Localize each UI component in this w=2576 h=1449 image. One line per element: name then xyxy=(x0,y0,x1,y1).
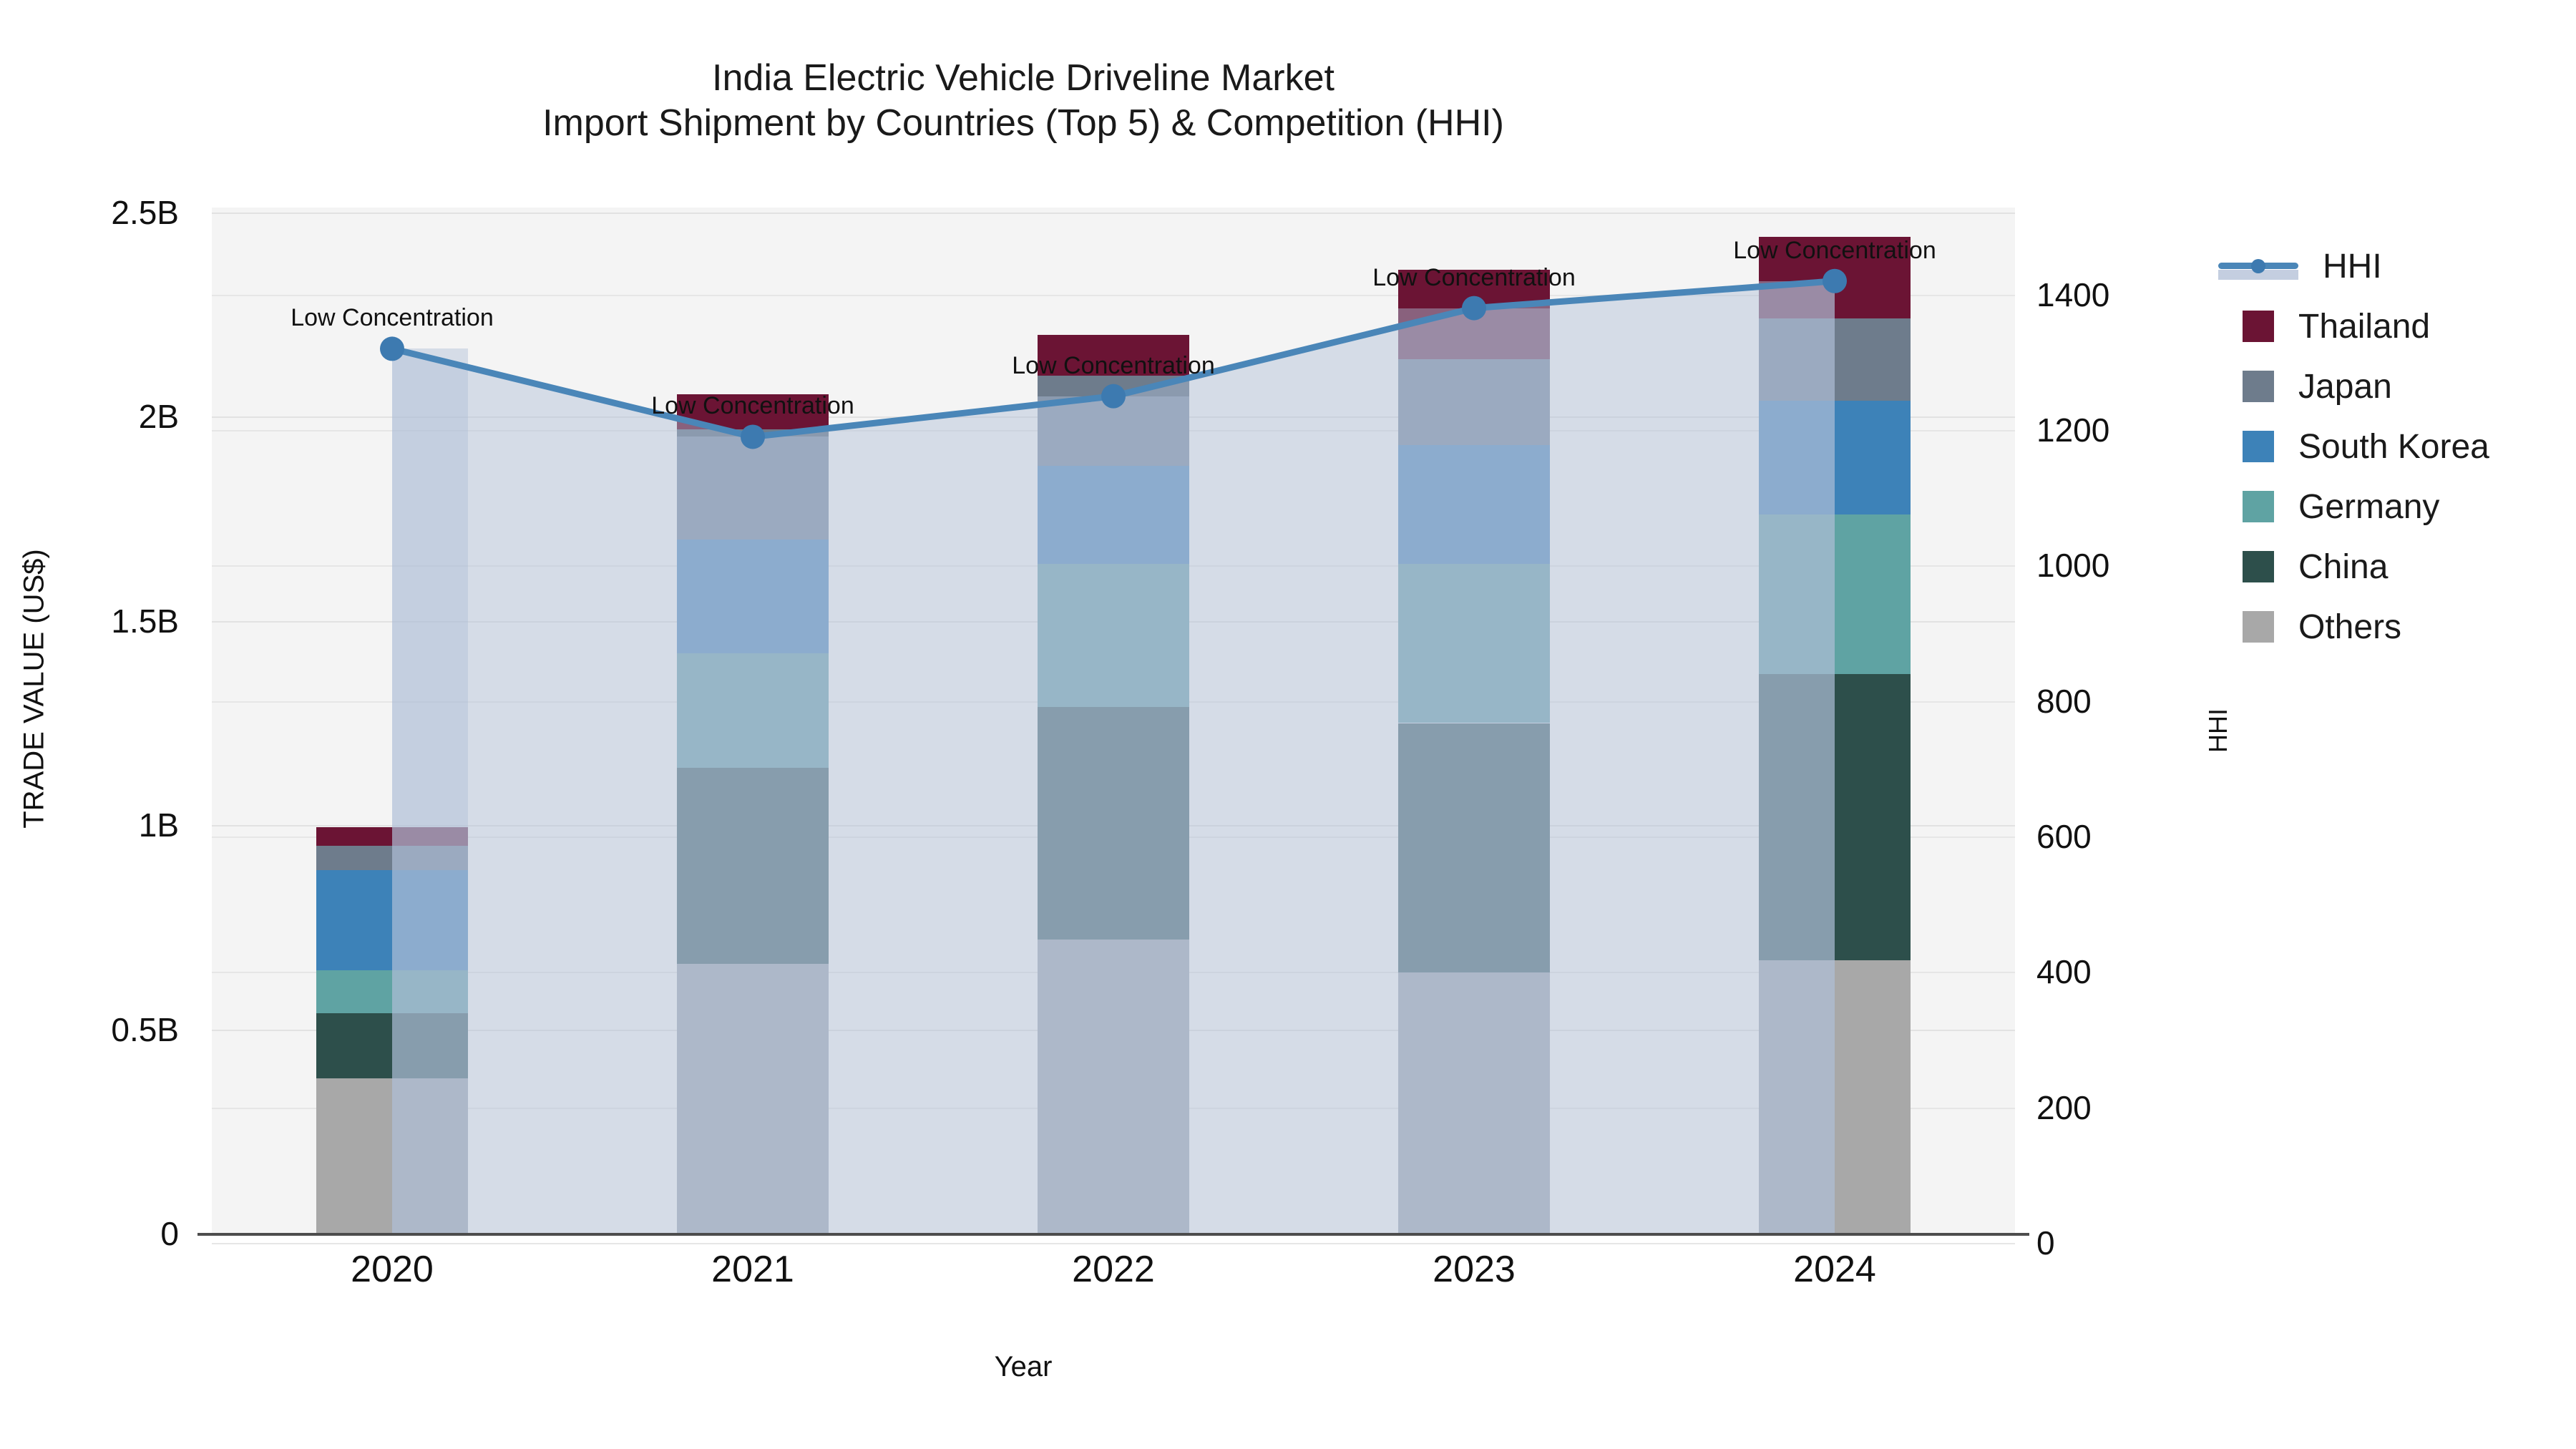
bar-segment-germany[interactable] xyxy=(316,970,468,1013)
legend-item-label: HHI xyxy=(2323,247,2382,286)
bar-segment-others[interactable] xyxy=(1038,940,1189,1234)
legend-item-china[interactable]: China xyxy=(2218,537,2489,597)
x-tick-2020: 2020 xyxy=(351,1249,434,1290)
legend-item-others[interactable]: Others xyxy=(2218,597,2489,657)
bar-segment-south-korea[interactable] xyxy=(1398,445,1550,564)
chart-title: India Electric Vehicle Driveline Market … xyxy=(0,56,2046,147)
bar-segment-japan[interactable] xyxy=(1759,318,1911,401)
bar-segment-china[interactable] xyxy=(1398,723,1550,972)
hhi-area-fill xyxy=(392,280,1835,1234)
legend-item-label: Thailand xyxy=(2298,307,2431,346)
x-tick-2023: 2023 xyxy=(1433,1249,1516,1290)
y-tick-right: 1000 xyxy=(2036,547,2110,585)
legend-item-label: China xyxy=(2298,547,2389,586)
bar-segment-south-korea[interactable] xyxy=(677,539,829,654)
legend-color-swatch xyxy=(2243,491,2274,522)
bar-segment-china[interactable] xyxy=(1038,706,1189,940)
x-axis-title: Year xyxy=(994,1351,1053,1382)
y-tick-left: 2.5B xyxy=(111,194,179,231)
bar-segment-japan[interactable] xyxy=(316,845,468,870)
y-tick-left: 1B xyxy=(138,806,179,844)
hhi-annotation-2023: Low Concentration xyxy=(1372,263,1576,291)
legend-color-swatch xyxy=(2243,311,2274,342)
y-tick-right: 1400 xyxy=(2036,275,2110,313)
y-tick-right: 800 xyxy=(2036,682,2092,720)
legend-item-germany[interactable]: Germany xyxy=(2218,477,2489,537)
bar-segment-china[interactable] xyxy=(316,1013,468,1079)
legend-item-label: South Korea xyxy=(2298,427,2489,466)
y-tick-left: 0 xyxy=(160,1215,179,1252)
bar-segment-others[interactable] xyxy=(677,964,829,1234)
bar-segment-china[interactable] xyxy=(677,768,829,965)
y-tick-right: 400 xyxy=(2036,953,2092,991)
y-tick-left: 0.5B xyxy=(111,1010,179,1048)
legend-item-label: Japan xyxy=(2298,367,2392,406)
legend-color-swatch xyxy=(2243,371,2274,402)
bar-segment-thailand[interactable] xyxy=(316,827,468,846)
chart-legend: HHI Thailand Japan South Korea Germany China O… xyxy=(2218,236,2489,657)
y-axis-right-ticks: 0 200 400 600 800 1000 1200 1400 xyxy=(2036,0,2223,1449)
legend-item-label: Germany xyxy=(2298,487,2440,526)
gridline-right xyxy=(212,1243,2015,1244)
hhi-annotation-2024: Low Concentration xyxy=(1733,236,1936,264)
hhi-annotation-2020: Low Concentration xyxy=(291,304,494,332)
legend-area-swatch xyxy=(2218,270,2298,280)
legend-color-swatch xyxy=(2243,431,2274,462)
legend-point-swatch xyxy=(2251,259,2265,273)
y-axis-right-title: HHI xyxy=(2203,708,2233,753)
y-tick-right: 0 xyxy=(2036,1224,2055,1262)
gridline-left xyxy=(212,213,2015,214)
bar-segment-south-korea[interactable] xyxy=(316,869,468,970)
bar-segment-south-korea[interactable] xyxy=(1759,400,1911,515)
bar-segment-others[interactable] xyxy=(316,1078,468,1234)
chart-title-line1: India Electric Vehicle Driveline Market xyxy=(712,57,1335,99)
x-axis-line xyxy=(197,1233,2029,1236)
hhi-data-point[interactable] xyxy=(380,336,404,361)
legend-item-hhi[interactable]: HHI xyxy=(2218,236,2489,296)
y-axis-left-title: TRADE VALUE (US$) xyxy=(18,549,50,829)
gridline-right xyxy=(212,294,2015,296)
legend-color-swatch xyxy=(2243,611,2274,643)
legend-item-japan[interactable]: Japan xyxy=(2218,356,2489,416)
legend-item-south-korea[interactable]: South Korea xyxy=(2218,416,2489,477)
bar-segment-japan[interactable] xyxy=(1398,359,1550,446)
bar-segment-germany[interactable] xyxy=(1038,563,1189,707)
y-tick-right: 600 xyxy=(2036,818,2092,855)
y-tick-left: 1.5B xyxy=(111,602,179,640)
legend-line-marker xyxy=(2218,250,2298,282)
legend-color-swatch xyxy=(2243,551,2274,582)
hhi-line-overlay xyxy=(380,268,1847,1234)
hhi-data-point[interactable] xyxy=(1462,296,1486,321)
legend-item-thailand[interactable]: Thailand xyxy=(2218,296,2489,356)
bar-segment-germany[interactable] xyxy=(1759,514,1911,674)
y-tick-right: 1200 xyxy=(2036,411,2110,449)
y-tick-right: 200 xyxy=(2036,1088,2092,1126)
bar-segment-others[interactable] xyxy=(1398,972,1550,1234)
bar-segment-south-korea[interactable] xyxy=(1038,465,1189,564)
hhi-annotation-2022: Low Concentration xyxy=(1012,351,1215,379)
hhi-data-point[interactable] xyxy=(1823,268,1847,293)
y-tick-left: 2B xyxy=(138,398,179,436)
bar-segment-others[interactable] xyxy=(1759,960,1911,1234)
x-tick-2021: 2021 xyxy=(711,1249,794,1290)
bar-segment-china[interactable] xyxy=(1759,674,1911,960)
y-axis-left-ticks: 0 0.5B 1B 1.5B 2B 2.5B xyxy=(0,0,197,1449)
bar-segment-germany[interactable] xyxy=(1398,563,1550,723)
legend-item-label: Others xyxy=(2298,608,2402,646)
bar-segment-germany[interactable] xyxy=(677,653,829,769)
x-tick-2022: 2022 xyxy=(1072,1249,1155,1290)
hhi-data-point[interactable] xyxy=(741,424,765,449)
x-tick-2024: 2024 xyxy=(1793,1249,1876,1290)
hhi-annotation-2021: Low Concentration xyxy=(651,392,854,420)
hhi-data-point[interactable] xyxy=(1101,384,1126,409)
bar-segment-thailand[interactable] xyxy=(1038,335,1189,376)
chart-title-line2: Import Shipment by Countries (Top 5) & C… xyxy=(542,102,1504,145)
